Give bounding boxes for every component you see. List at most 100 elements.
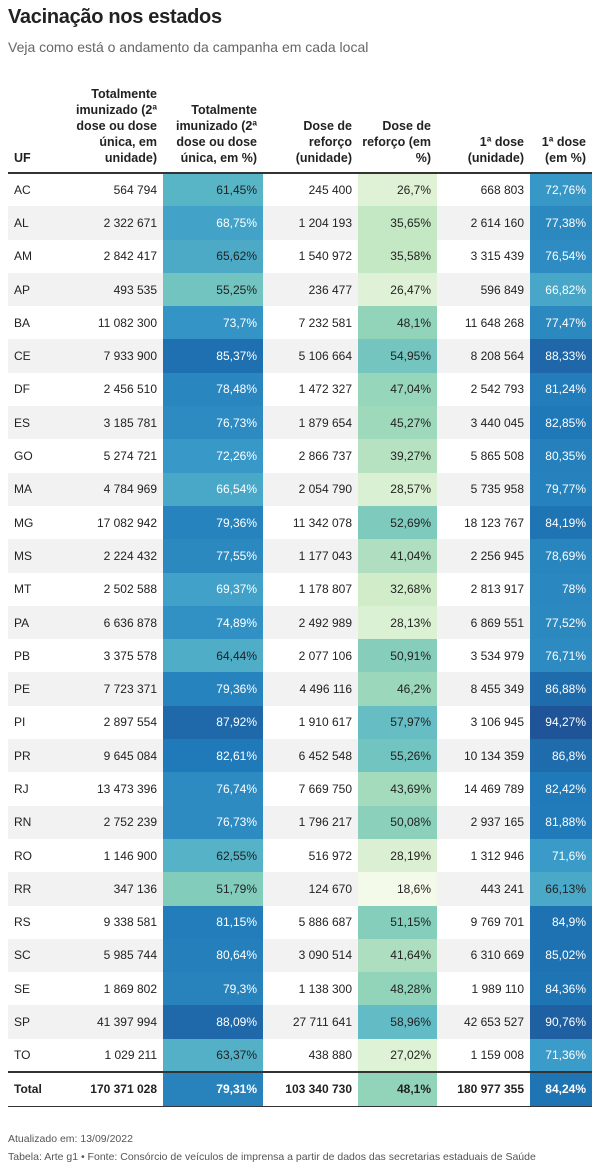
state-cell: RO (14, 848, 32, 863)
value-cell: 14 469 789 (463, 781, 524, 796)
state-cell: AL (8, 206, 60, 240)
table-row: MT 2 502 588 69,37% 1 178 807 32,68% 2 813 91… (8, 572, 592, 606)
state-cell: CE (8, 339, 60, 373)
value-cell: 493 535 (60, 272, 163, 307)
state-cell: MT (14, 582, 32, 597)
value-cell: 79,77% (530, 472, 592, 506)
state-cell: RJ (14, 781, 29, 796)
state-cell: AM (14, 249, 32, 264)
title: Vacinação nos estados (8, 6, 222, 28)
value-cell: 79,36% (163, 505, 263, 540)
value-cell: 5 735 958 (437, 472, 530, 506)
table-row: DF 2 456 510 78,48% 1 472 327 47,04% 2 542 79… (8, 372, 592, 407)
value-cell: 124 670 (263, 872, 358, 906)
value-cell: 564 794 (113, 183, 157, 198)
table-row: MA 4 784 969 66,54% 2 054 790 28,57% 5 735 95… (8, 472, 592, 506)
state-cell: SC (8, 938, 60, 973)
value-cell: 1 177 043 (263, 539, 358, 573)
value-cell: 74,89% (163, 605, 263, 640)
column-header: Dose de reforço (em %) (358, 74, 437, 174)
value-cell: 50,08% (358, 805, 437, 839)
value-cell: 48,1% (358, 1071, 437, 1107)
state-cell: PR (8, 739, 60, 773)
state-cell: MS (8, 539, 60, 573)
value-cell: 88,09% (163, 1005, 263, 1039)
state-cell: PA (8, 605, 60, 640)
value-cell: 76,74% (163, 772, 263, 806)
value-cell: 6 869 551 (437, 605, 530, 640)
vaccination-table: UF Totalmente imunizado (2ª dose ou dose … (8, 74, 592, 1107)
value-cell: 1 540 972 (298, 249, 352, 264)
table-body: AC 564 794 61,45% 245 400 26,7% 668 803 72,76%… (8, 173, 592, 1107)
value-cell: 64,44% (163, 639, 263, 673)
table-row: SC 5 985 744 80,64% 3 090 514 41,64% 6 310 66… (8, 938, 592, 973)
value-cell: 85,37% (163, 339, 263, 373)
table-row: PB 3 375 578 64,44% 2 077 106 50,91% 3 534 97… (8, 639, 592, 673)
value-cell: 55,26% (358, 739, 437, 773)
value-cell: 5 865 508 (470, 449, 524, 464)
value-cell: 17 082 942 (96, 515, 157, 530)
state-cell: RS (14, 915, 31, 930)
value-cell: 2 614 160 (437, 206, 530, 240)
table-row: PR 9 645 084 82,61% 6 452 548 55,26% 10 134 3… (8, 739, 592, 773)
value-cell: 55,25% (163, 272, 263, 307)
column-header: 1ª dose (em %) (530, 74, 592, 174)
value-cell: 11 082 300 (97, 315, 157, 330)
column-header: Totalmente imunizado (2ª dose ou dose ún… (163, 74, 263, 174)
value-cell: 11 342 078 (292, 515, 352, 530)
value-cell: 72,76% (530, 173, 592, 207)
state-cell: BA (14, 315, 31, 330)
value-cell: 8 208 564 (437, 339, 530, 373)
value-cell: 81,88% (530, 805, 592, 839)
value-cell: 41,64% (358, 938, 437, 973)
value-cell: 1 989 110 (471, 981, 525, 996)
value-cell: 6 636 878 (60, 605, 163, 640)
value-cell: 69,37% (163, 572, 263, 606)
value-cell: 2 492 989 (263, 605, 358, 640)
value-cell: 6 452 548 (263, 739, 358, 773)
value-cell: 80,64% (163, 938, 263, 973)
value-cell: 1 159 008 (470, 1047, 524, 1062)
value-cell: 596 849 (437, 272, 530, 307)
value-cell: 1 138 300 (298, 981, 352, 996)
value-cell: 48,1% (358, 306, 437, 340)
value-cell: 28,19% (358, 838, 437, 873)
table-row: AL 2 322 671 68,75% 1 204 193 35,65% 2 614 16… (8, 206, 592, 240)
value-cell: 668 803 (480, 183, 524, 198)
value-cell: 516 972 (308, 848, 352, 863)
value-cell: 2 502 588 (103, 582, 157, 597)
table-row: RS 9 338 581 81,15% 5 886 687 51,15% 9 769 70… (8, 905, 592, 939)
value-cell: 88,33% (530, 339, 592, 373)
value-cell: 5 106 664 (263, 339, 358, 373)
updated-note: Atualizado em: 13/09/2022 (8, 1133, 133, 1145)
value-cell: 79,31% (163, 1071, 263, 1107)
value-cell: 11 648 268 (464, 315, 524, 330)
value-cell: 73,7% (163, 306, 263, 340)
state-cell: RN (8, 805, 60, 839)
state-cell: GO (14, 449, 33, 464)
value-cell: 4 784 969 (60, 472, 163, 506)
value-cell: 80,35% (530, 439, 592, 473)
value-cell: 77,38% (530, 206, 592, 240)
value-cell: 5 274 721 (103, 449, 157, 464)
value-cell: 87,92% (163, 705, 263, 740)
value-cell: 8 455 349 (437, 672, 530, 706)
value-cell: 35,58% (358, 239, 437, 273)
value-cell: 1 910 617 (298, 715, 352, 730)
value-cell: 1 146 900 (103, 848, 157, 863)
state-cell: SP (8, 1005, 60, 1039)
value-cell: 84,9% (530, 905, 592, 939)
value-cell: 2 752 239 (60, 805, 163, 839)
value-cell: 3 185 781 (60, 406, 163, 440)
value-cell: 84,24% (530, 1071, 592, 1107)
source-note: Tabela: Arte g1 • Fonte: Consórcio de ve… (8, 1151, 536, 1163)
table-row: AP 493 535 55,25% 236 477 26,47% 596 849 66,82… (8, 272, 592, 307)
value-cell: 41 397 994 (60, 1005, 163, 1039)
value-cell: 94,27% (530, 705, 592, 740)
value-cell: 76,73% (163, 805, 263, 839)
value-cell: 7 669 750 (298, 781, 352, 796)
value-cell: 170 371 028 (60, 1071, 163, 1107)
value-cell: 2 897 554 (103, 715, 157, 730)
value-cell: 66,82% (530, 272, 592, 307)
